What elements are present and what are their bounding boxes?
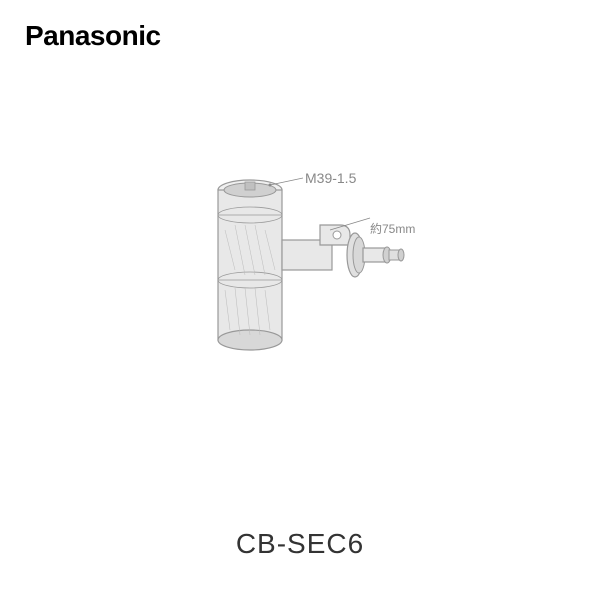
width-measurement-label: 約75mm — [370, 220, 415, 237]
product-code: CB-SEC6 — [0, 528, 600, 560]
brand-logo: Panasonic — [25, 20, 161, 52]
thread-measurement-label: M39-1.5 — [305, 170, 356, 186]
product-diagram: M39-1.5 約75mm — [175, 130, 455, 410]
